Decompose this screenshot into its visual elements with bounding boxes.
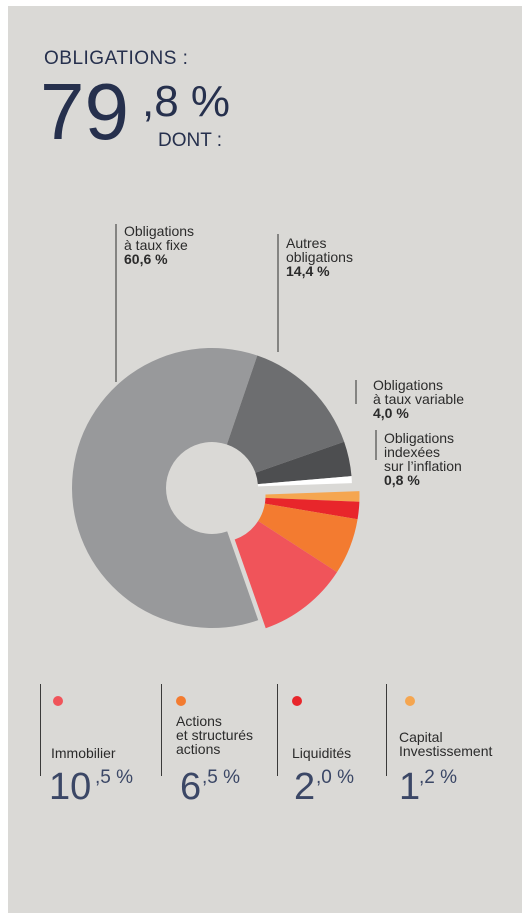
total-value-integer: 79 bbox=[40, 67, 129, 156]
legend-value-integer: 10 bbox=[49, 766, 92, 808]
legend-label: Capital Investissement bbox=[399, 729, 493, 759]
total-value-decimal: ,8 % bbox=[142, 77, 231, 126]
legend-item-immobilier: Immobilier 10 ,5 % bbox=[40, 684, 151, 806]
slice-obligations-taux-fixe bbox=[71, 347, 259, 629]
label-autres-obligations: Autres obligations 14,4 % bbox=[286, 235, 353, 279]
legend-value-integer: 1 bbox=[399, 766, 421, 808]
label-obligations-taux-variable: Obligations à taux variable 4,0 % bbox=[373, 377, 465, 421]
legend-value-integer: 6 bbox=[180, 766, 202, 808]
legend-label: Immobilier bbox=[51, 745, 116, 761]
slice-actions-et-structur-s bbox=[258, 503, 358, 573]
legend-dot-liquidites bbox=[292, 696, 302, 706]
legend-item-capital-investissement: Capital Investissement 1 ,2 % bbox=[386, 684, 512, 806]
legend-label: Actions et structurés actions bbox=[176, 713, 254, 757]
page-title: OBLIGATIONS : bbox=[44, 48, 189, 69]
label-obligations-taux-fixe: Obligations à taux fixe 60,6 % bbox=[124, 223, 195, 267]
legend-label: Liquidités bbox=[292, 745, 352, 761]
page-subtitle: DONT : bbox=[158, 130, 223, 151]
legend-item-liquidites: Liquidités 2 ,0 % bbox=[277, 684, 376, 806]
legend-value-decimal: ,5 % bbox=[95, 767, 134, 788]
legend-dot-capital bbox=[405, 696, 415, 706]
slice-liquidit-s bbox=[264, 497, 360, 520]
legend-value-decimal: ,0 % bbox=[316, 767, 355, 788]
legend-value-decimal: ,2 % bbox=[419, 767, 458, 788]
legend-value-decimal: ,5 % bbox=[202, 767, 241, 788]
slice-autres-obligations bbox=[226, 355, 345, 473]
slice-capital-investissement bbox=[265, 491, 360, 502]
slice-obligations-index-es bbox=[257, 476, 352, 487]
slice-immobilier bbox=[234, 521, 338, 629]
legend-value-integer: 2 bbox=[294, 766, 316, 808]
legend-item-actions: Actions et structurés actions 6 ,5 % bbox=[161, 684, 267, 806]
legend-dot-actions bbox=[176, 696, 186, 706]
legend-dot-immobilier bbox=[53, 696, 63, 706]
slice-obligations-taux-variable bbox=[255, 441, 352, 485]
label-obligations-indexees: Obligations indexées sur l’inflation 0,8… bbox=[384, 430, 462, 488]
